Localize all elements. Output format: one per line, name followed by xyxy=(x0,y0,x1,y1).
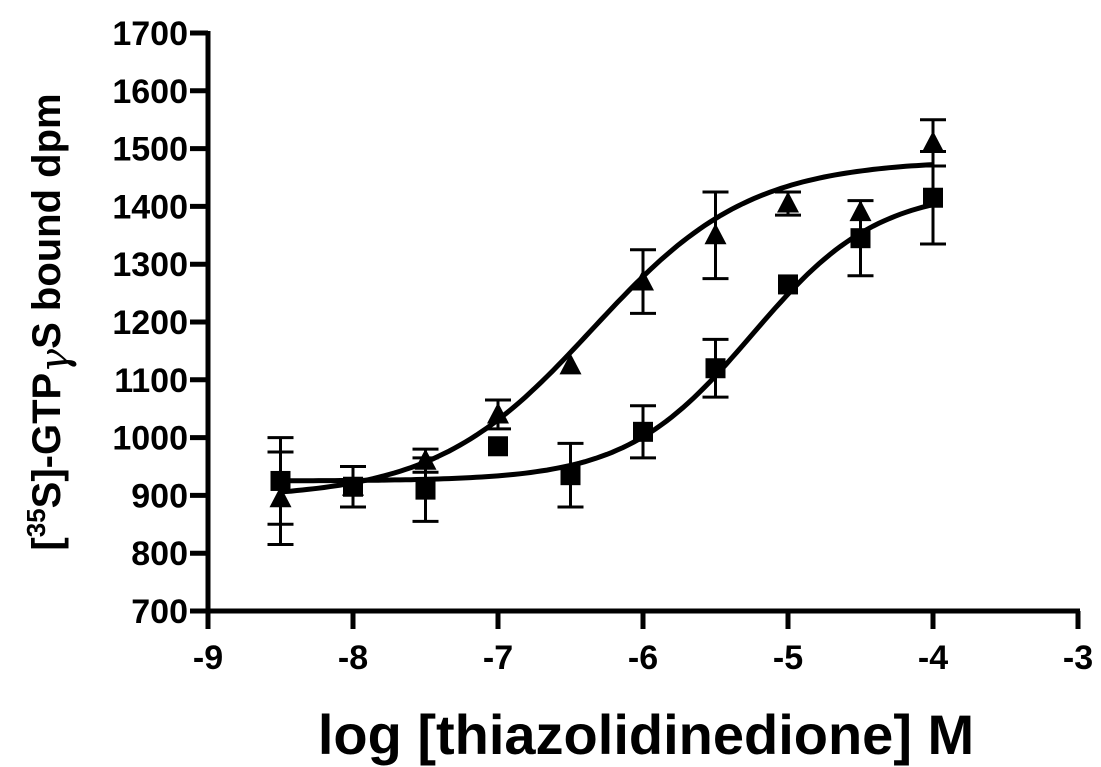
fit-curve-square xyxy=(280,202,934,484)
y-tick-label: 1600 xyxy=(112,73,188,111)
data-point-triangle xyxy=(704,223,727,245)
x-tick-label: -9 xyxy=(193,639,223,677)
data-point-square xyxy=(923,187,943,208)
y-tick-label: 1100 xyxy=(114,362,188,400)
data-point-triangle xyxy=(777,191,799,213)
data-point-square xyxy=(850,228,871,249)
data-point-square xyxy=(633,421,653,442)
data-point-triangle xyxy=(849,200,872,222)
x-tick-label: -7 xyxy=(483,639,513,677)
data-points xyxy=(269,130,944,508)
y-axis: 700 800 900 1000 1100 1200 1300 1400 1500 1600 170… xyxy=(112,15,211,631)
data-point-triangle xyxy=(487,402,509,424)
data-point-square xyxy=(705,358,726,379)
data-point-square xyxy=(415,479,436,500)
x-tick-label: -3 xyxy=(1063,639,1093,677)
y-tick-label: 900 xyxy=(131,477,188,515)
x-tick-label: -6 xyxy=(628,639,658,677)
y-tick-label: 1700 xyxy=(112,15,188,53)
y-tick-label: 1000 xyxy=(112,420,188,458)
x-tick-label: -8 xyxy=(338,639,368,677)
y-tick-label: 700 xyxy=(131,593,188,631)
y-tick-label: 1400 xyxy=(112,188,188,226)
data-point-square xyxy=(270,470,291,491)
x-axis-title: log [thiazolidinedione] M xyxy=(318,703,974,766)
data-point-square xyxy=(343,476,363,497)
x-axis: -9 -8 -7 -6 -5 -4 -3 xyxy=(193,608,1093,677)
fit-curves xyxy=(280,162,934,495)
y-tick-label: 1300 xyxy=(112,246,188,284)
fit-curve-triangle xyxy=(280,162,934,495)
data-point-square xyxy=(560,465,581,486)
y-axis-title: [35S]-GTPγS bound dpm xyxy=(21,93,78,550)
y-tick-label: 1500 xyxy=(112,131,188,169)
data-point-triangle xyxy=(632,269,654,291)
data-point-triangle xyxy=(414,448,437,470)
data-point-square xyxy=(488,436,508,457)
x-tick-label: -4 xyxy=(918,639,948,677)
data-point-triangle xyxy=(559,353,582,375)
y-tick-label: 800 xyxy=(131,535,188,573)
data-point-square xyxy=(778,274,798,295)
y-tick-label: 1200 xyxy=(112,304,188,342)
x-tick-label: -5 xyxy=(773,639,803,677)
data-point-triangle xyxy=(269,486,292,508)
data-point-triangle xyxy=(922,130,944,152)
